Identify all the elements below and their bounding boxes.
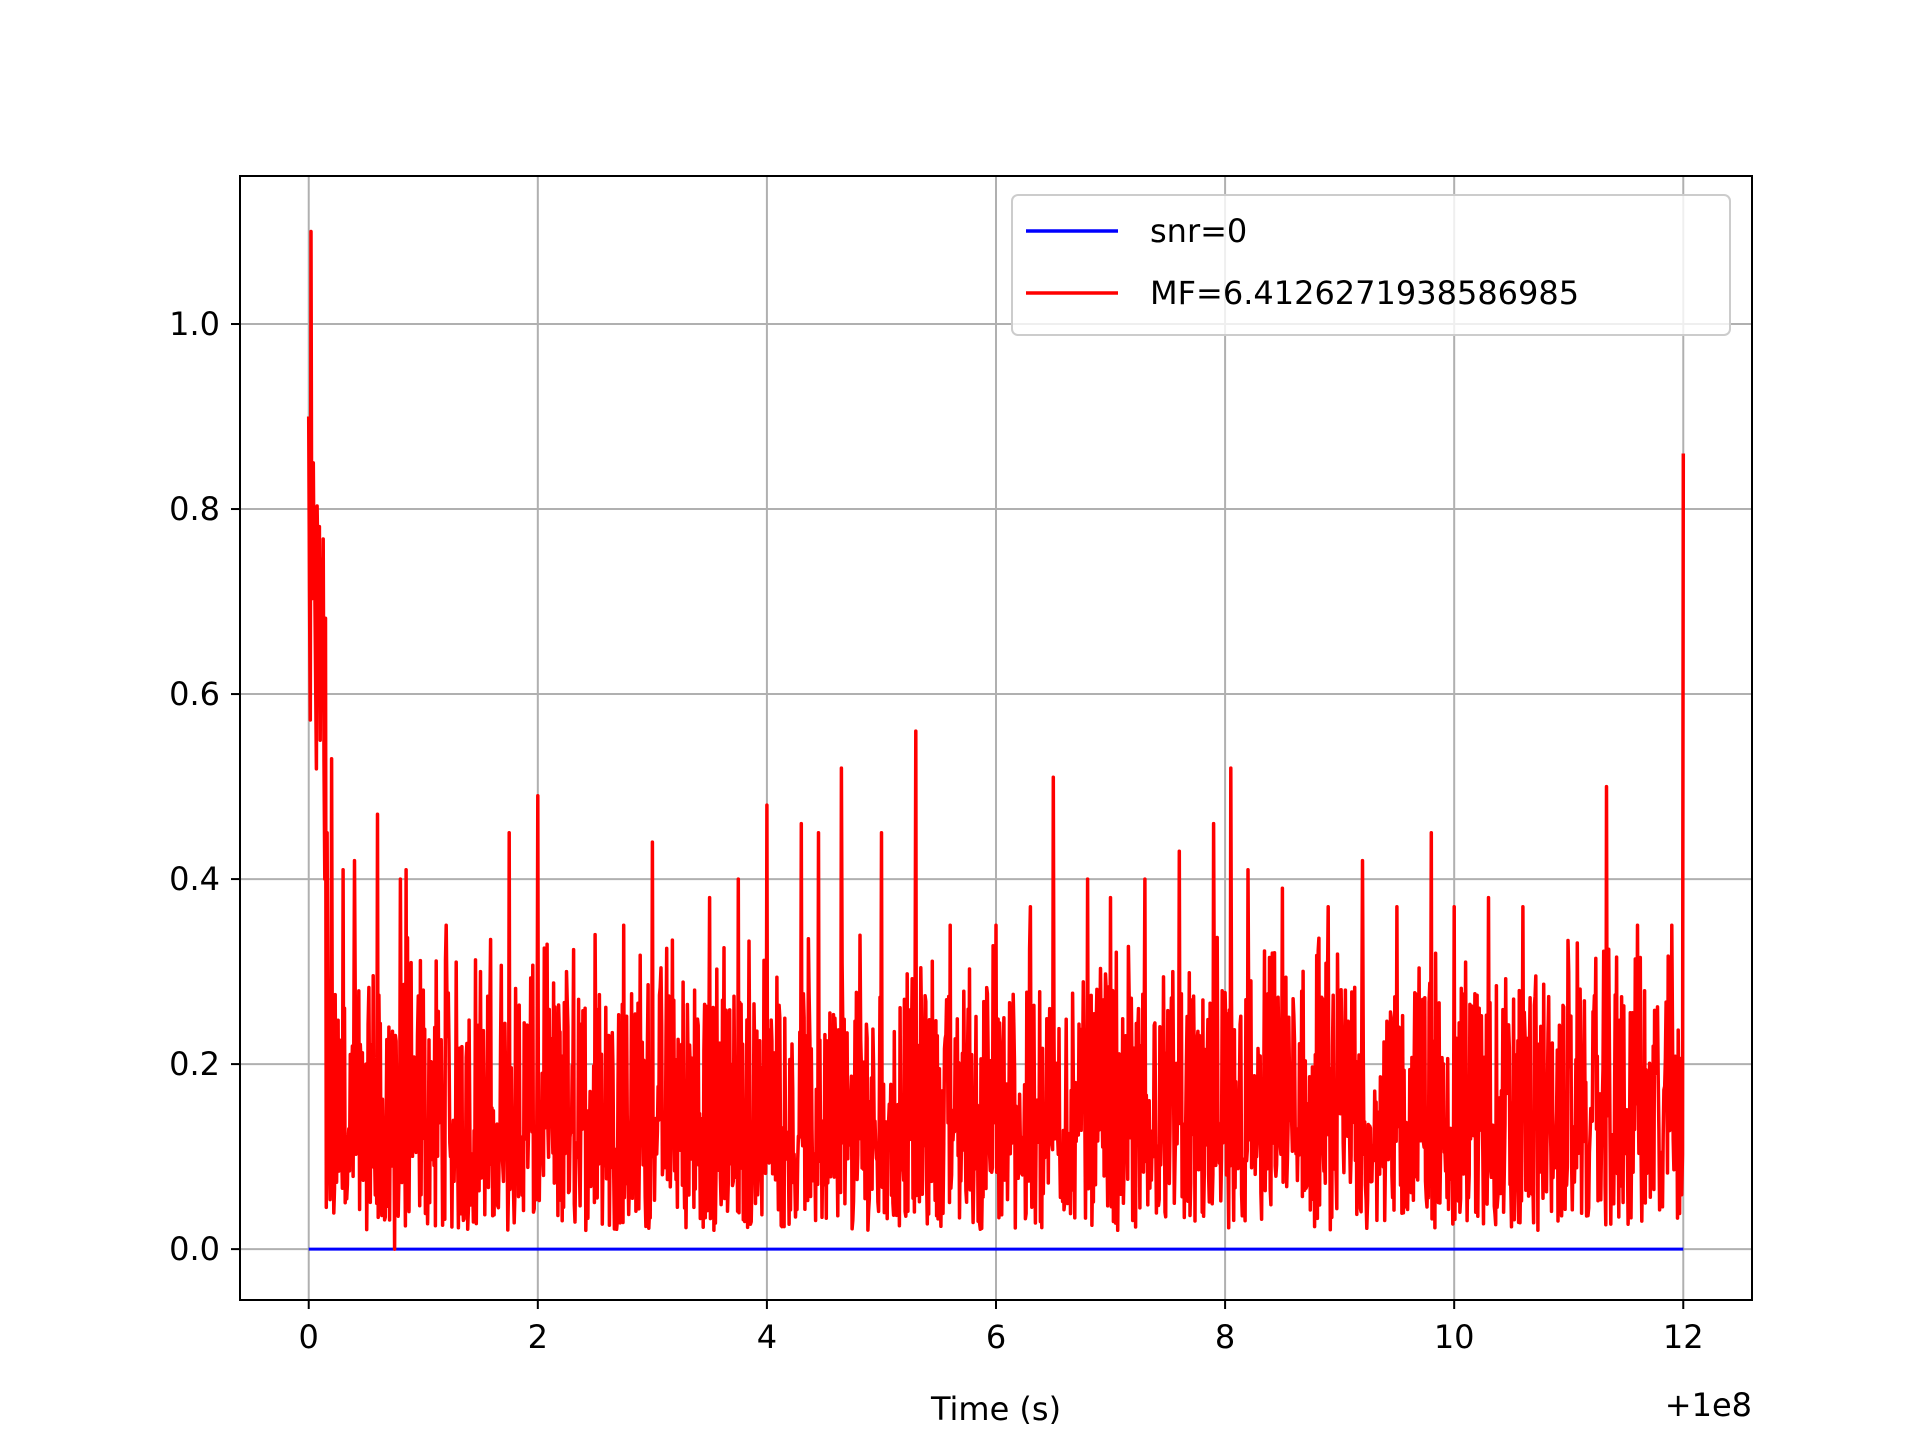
x-tick-label: 4 <box>757 1318 777 1356</box>
x-axis-offset-label: +1e8 <box>1665 1386 1752 1424</box>
legend: snr=0 MF=6.4126271938586985 <box>1011 194 1731 336</box>
x-axis-label: Time (s) <box>930 1390 1061 1428</box>
y-tick-label: 0.2 <box>169 1045 220 1083</box>
x-tick-label: 2 <box>528 1318 548 1356</box>
x-tick-label: 8 <box>1215 1318 1235 1356</box>
y-tick-label: 0.6 <box>169 675 220 713</box>
y-tick-label: 0.4 <box>169 860 220 898</box>
legend-label: MF=6.4126271938586985 <box>1150 274 1579 312</box>
axis-ticks: 0 2 4 6 8 10 12 0.0 0.2 0.4 0.6 0.8 1.0 <box>169 305 1704 1356</box>
data-series <box>306 229 1686 1251</box>
series-line-mf <box>306 229 1686 1251</box>
legend-box <box>1011 194 1731 336</box>
y-tick-label: 1.0 <box>169 305 220 343</box>
y-tick-label: 0.8 <box>169 490 220 528</box>
x-tick-label: 10 <box>1434 1318 1475 1356</box>
y-tick-label: 0.0 <box>169 1230 220 1268</box>
x-tick-label: 6 <box>986 1318 1006 1356</box>
x-tick-label: 0 <box>299 1318 319 1356</box>
legend-label: snr=0 <box>1150 212 1247 250</box>
x-tick-label: 12 <box>1663 1318 1704 1356</box>
